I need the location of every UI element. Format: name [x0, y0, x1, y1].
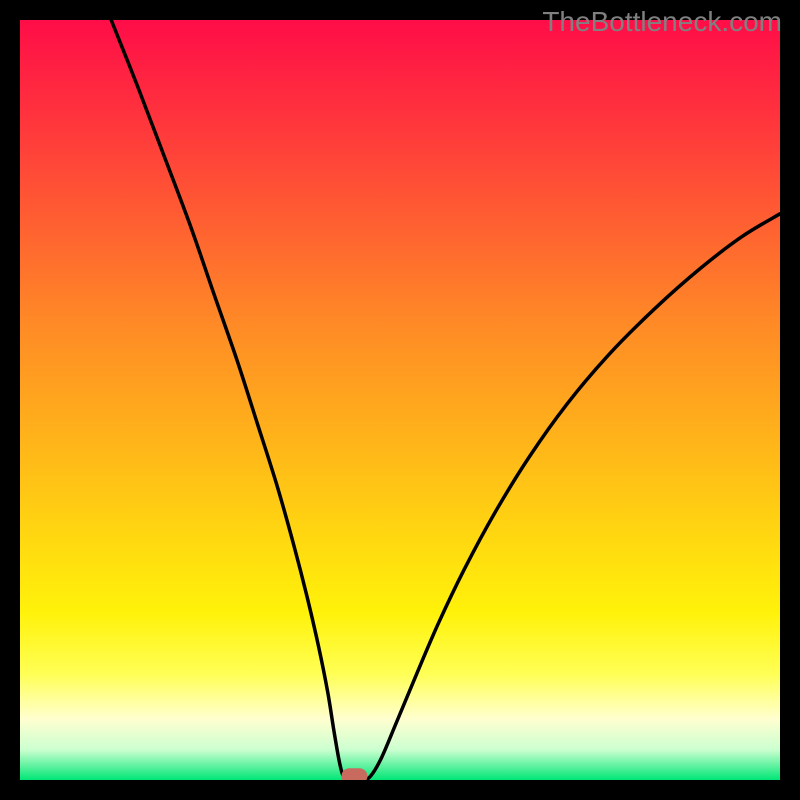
- plot-background: [20, 20, 780, 780]
- bottleneck-chart: [0, 0, 800, 800]
- chart-container: TheBottleneck.com: [0, 0, 800, 800]
